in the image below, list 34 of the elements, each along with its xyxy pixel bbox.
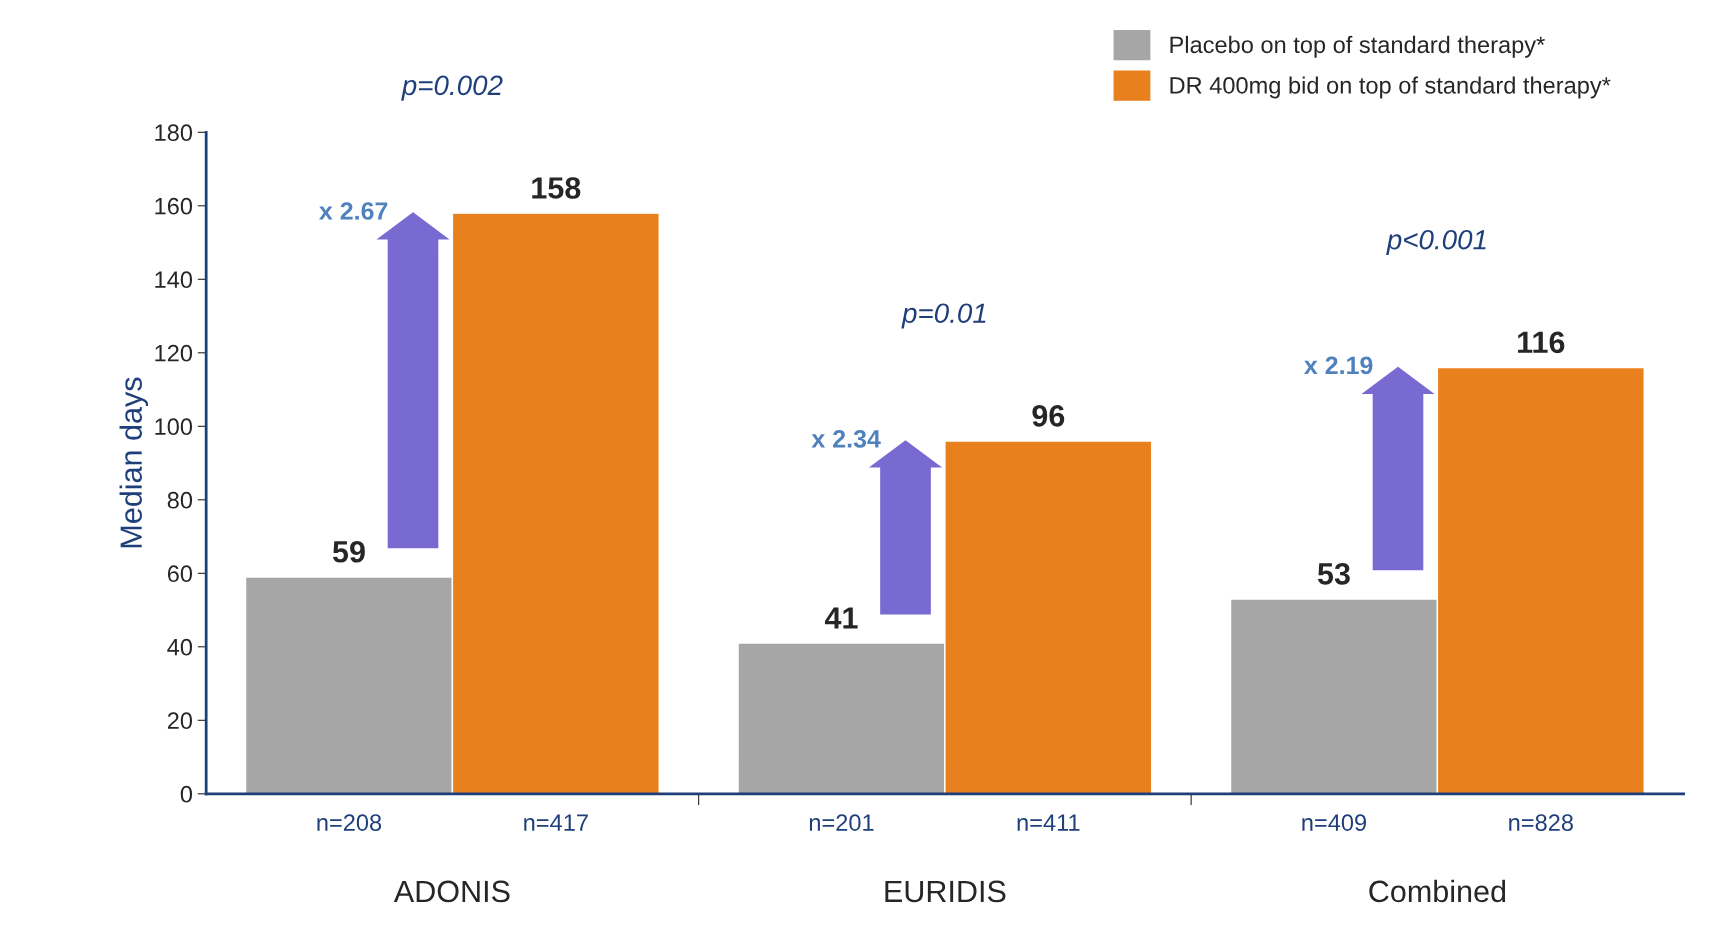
data-label: 158 (532, 177, 581, 199)
annotation: p=0.01 (901, 303, 986, 329)
data-label: 41 (824, 607, 858, 629)
annotation: x 2.19 (1304, 356, 1373, 375)
y-tick-label: 80 (167, 491, 193, 509)
y-tick-label: 120 (155, 344, 193, 362)
legend-label: Placebo on top of standard therapy* (1170, 35, 1545, 58)
x-tick-label: Combined (1369, 879, 1506, 903)
text: n=411 (1017, 814, 1080, 831)
y-tick-label: 40 (167, 638, 193, 656)
text: n=828 (1509, 814, 1573, 831)
y-axis-title: Median days (119, 377, 149, 548)
text: n=208 (317, 814, 382, 831)
y-tick-label: 160 (155, 197, 193, 215)
text: p=0.002 (401, 75, 503, 101)
annotation: p<0.001 (1386, 229, 1486, 256)
data-label: 59 (332, 540, 365, 563)
y-tick-label: 180 (155, 124, 193, 142)
text: n=201 (809, 814, 874, 831)
y-tick-label: 140 (155, 271, 193, 289)
y-tick-label: 20 (167, 712, 193, 730)
y-tick-label: 0 (180, 785, 193, 803)
data-label: 53 (1317, 563, 1350, 585)
x-tick-label: ADONIS (393, 880, 510, 903)
text: n=409 (1302, 814, 1367, 831)
legend-label: DR 400mg bid on top of standard therapy* (1170, 76, 1611, 99)
data-label: 96 (1032, 404, 1065, 427)
text: n=417 (524, 814, 588, 831)
y-tick-label: 100 (155, 418, 193, 436)
y-tick-label: 60 (167, 565, 193, 583)
x-tick-label: EURIDIS (885, 880, 1006, 903)
annotation: x 2.34 (811, 430, 881, 448)
data-label: 116 (1518, 331, 1565, 354)
annotation: x 2.67 (319, 202, 388, 220)
